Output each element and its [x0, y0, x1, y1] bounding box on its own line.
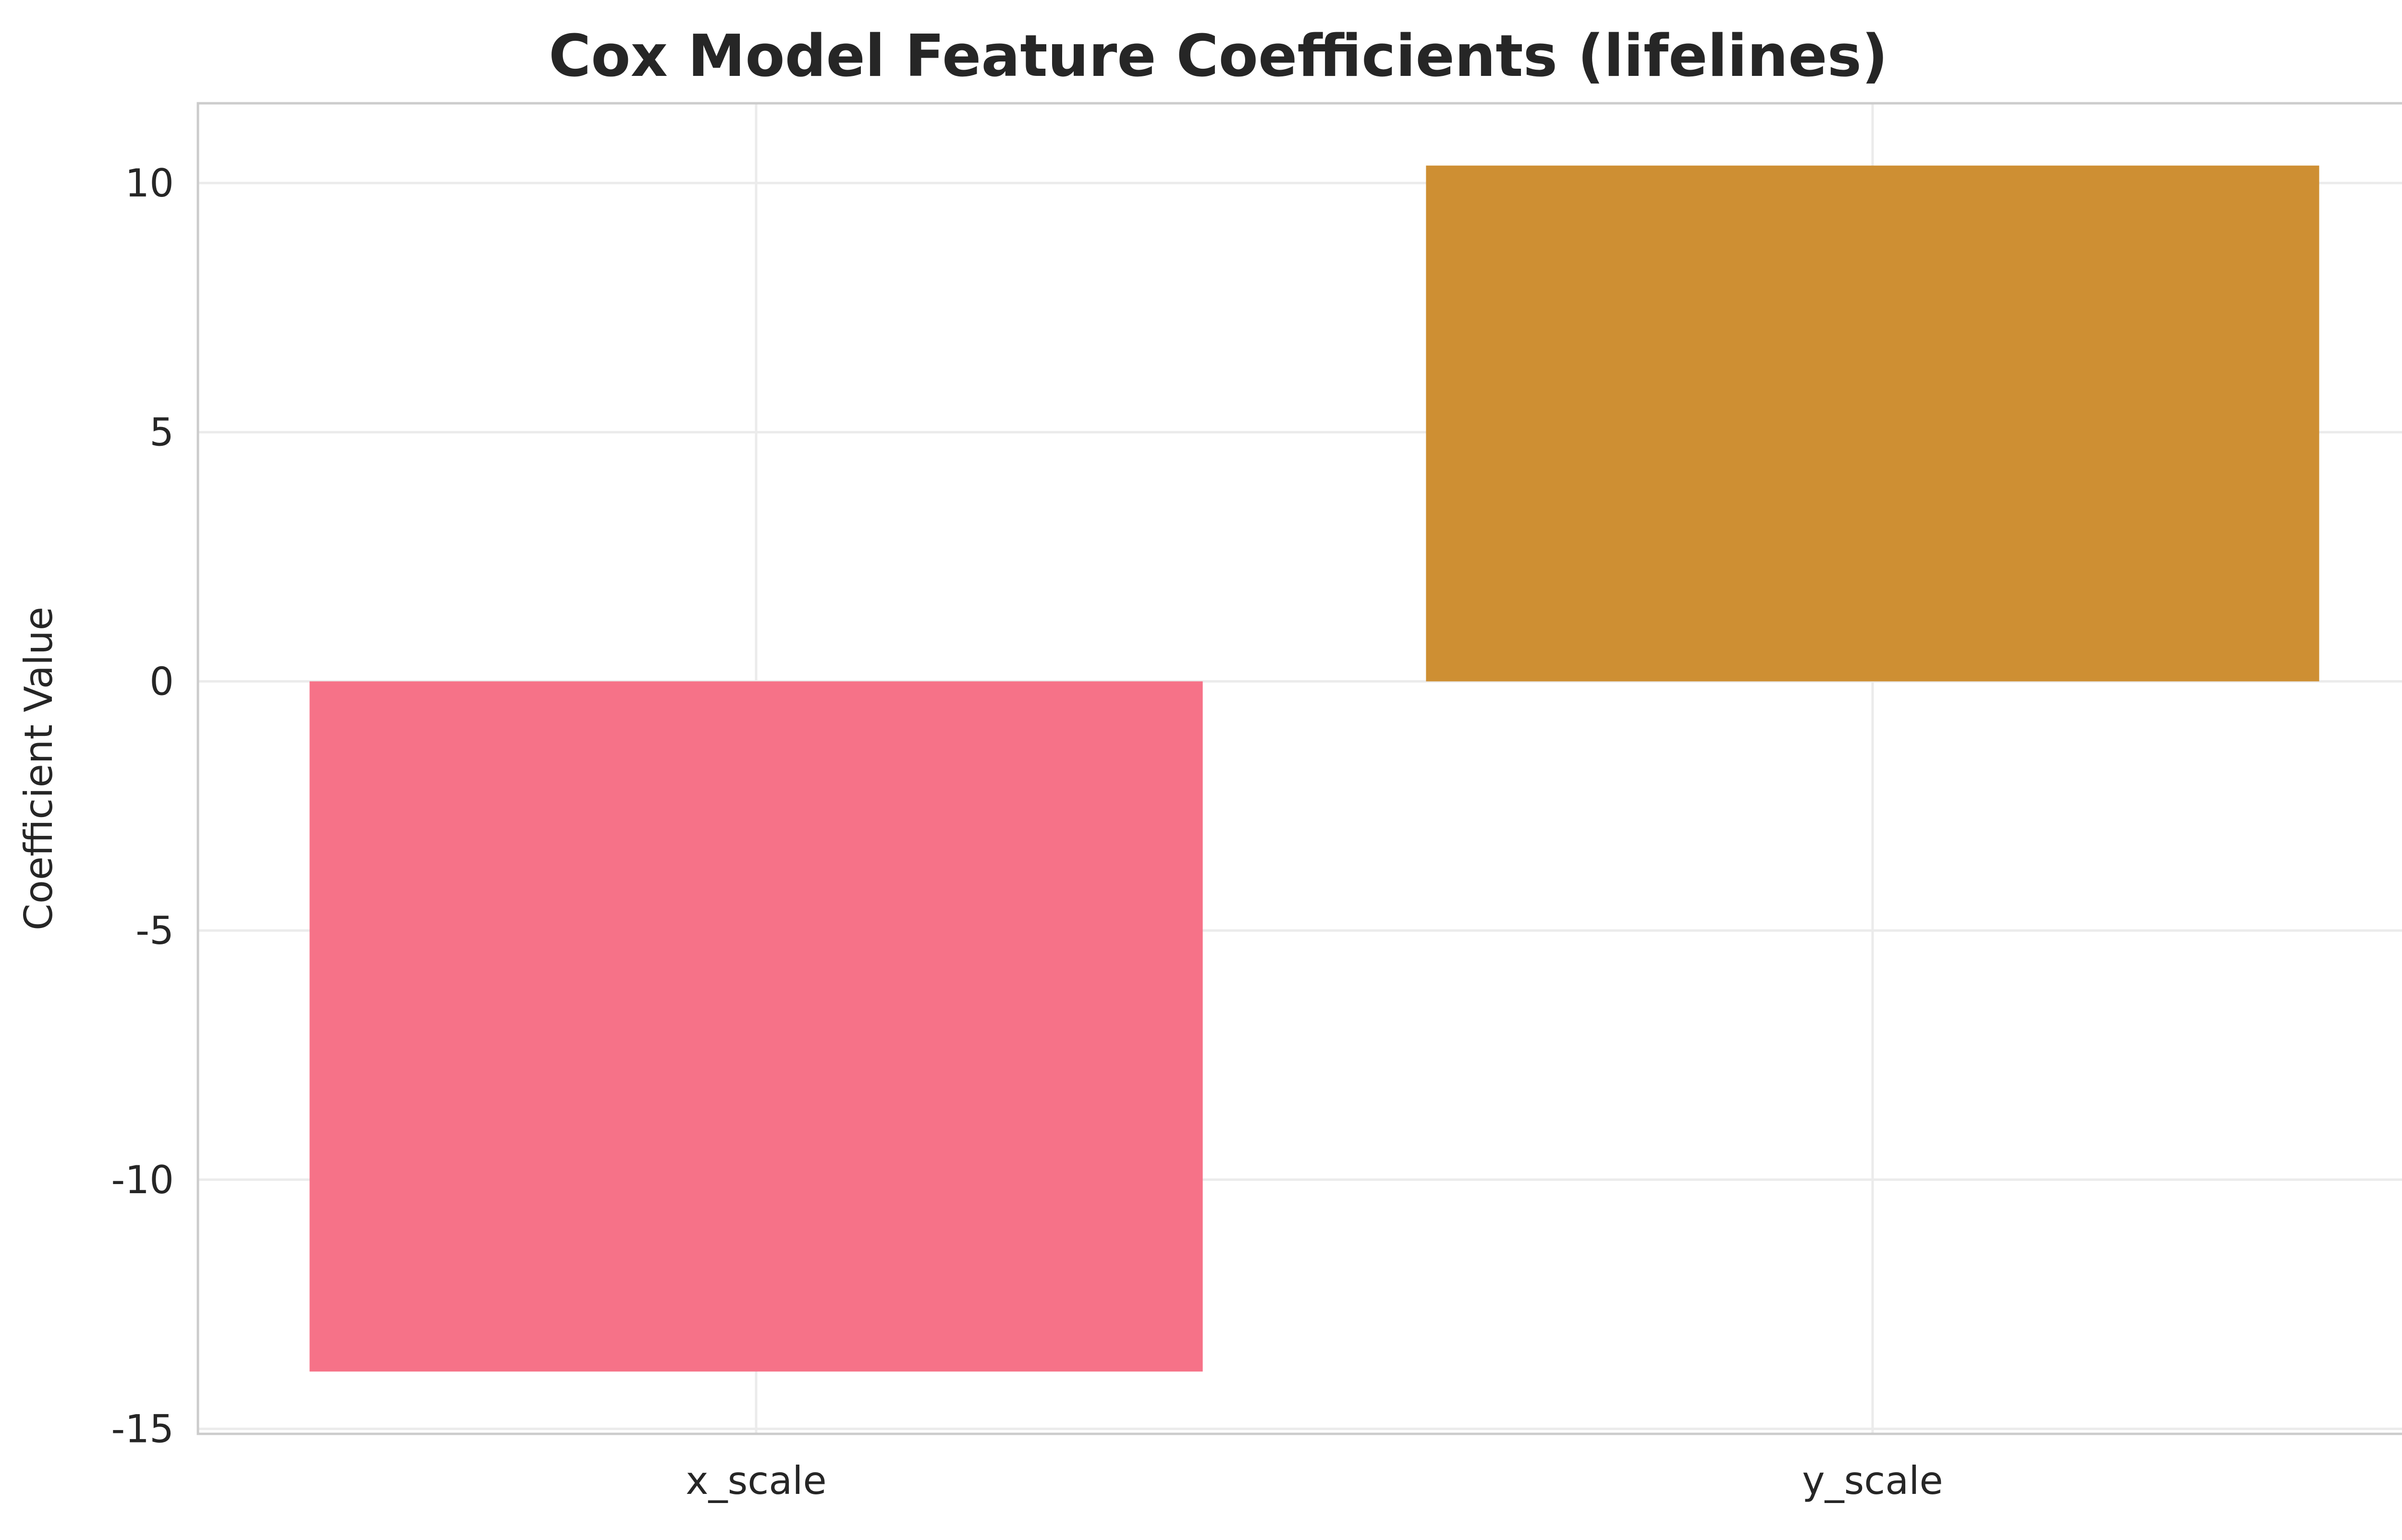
bar-y-scale [1426, 165, 2319, 682]
chart-title: Cox Model Feature Coefficients (lifeline… [549, 23, 1888, 90]
y-tick-label: -5 [135, 908, 174, 953]
y-tick-label: 0 [149, 659, 174, 704]
y-tick-label: 10 [125, 161, 174, 206]
bars [309, 165, 2319, 1372]
x-tick-label: y_scale [1802, 1458, 1943, 1503]
plot-frame [196, 102, 2402, 1435]
y-tick-label: -15 [111, 1407, 174, 1452]
x-tick-label: x_scale [686, 1458, 826, 1503]
y-axis-label: Coefficient Value [16, 607, 61, 930]
y-tick-labels: -15 -10 -5 0 5 10 [111, 161, 174, 1452]
x-tick-labels: x_scale y_scale [686, 1458, 1943, 1503]
y-tick-label: -10 [111, 1158, 174, 1202]
y-tick-label: 5 [149, 410, 174, 455]
bar-x-scale [309, 681, 1203, 1372]
